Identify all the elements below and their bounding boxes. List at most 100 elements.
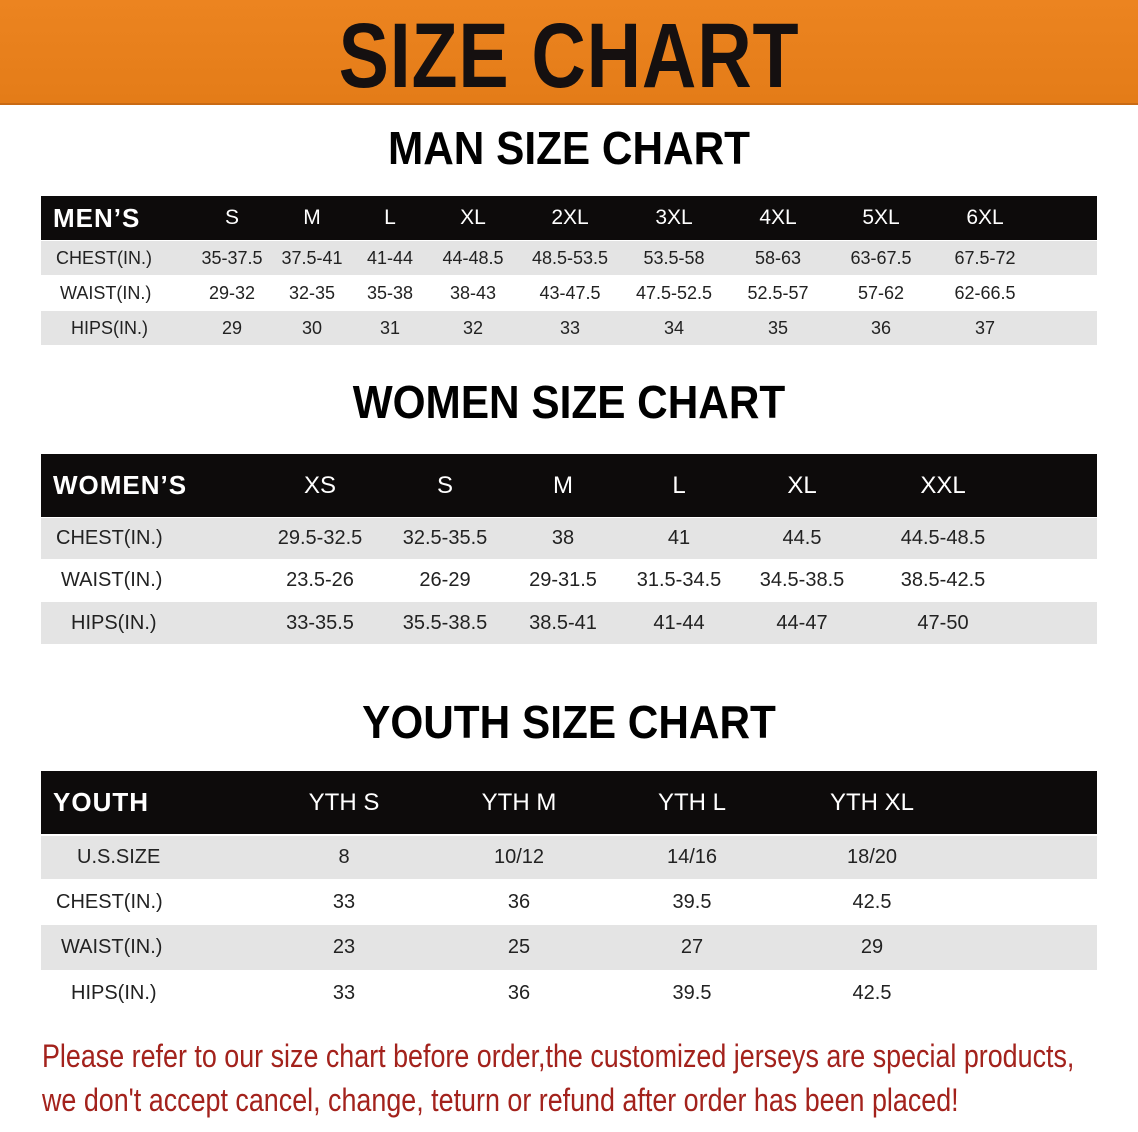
measurement-value: 29 (860, 936, 884, 958)
size-column-header: L (672, 471, 686, 499)
youth-header-label: YOUTH (53, 787, 149, 817)
notice-line-2: we don't accept cancel, change, teturn o… (42, 1082, 959, 1118)
measurement-value: 31.5-34.5 (636, 569, 722, 591)
measurement-value: 29 (221, 317, 243, 338)
measurement-value: 10/12 (493, 846, 545, 868)
size-column-header: S (224, 206, 240, 229)
measurement-value: 27 (680, 936, 704, 958)
youth-section-title: YOUTH SIZE CHART (362, 696, 776, 748)
table-row: HIPS(IN.) 33-35.5 35.5-38.5 38.5-41 41-44 44-… (41, 602, 1097, 644)
men-section-title: MAN SIZE CHART (387, 122, 751, 174)
table-row: U.S.SIZE 8 10/12 14/16 18/20 (41, 836, 1097, 879)
size-column-header: 5XL (862, 206, 900, 229)
measurement-value: 33-35.5 (286, 611, 354, 634)
measurement-value: 30 (301, 317, 323, 338)
measurement-value: 37 (974, 317, 996, 338)
table-row: HIPS(IN.) 29 30 31 32 33 34 35 36 37 (41, 311, 1097, 345)
banner-title: SIZE CHART (338, 5, 800, 107)
measurement-label: HIPS(IN.) (71, 317, 149, 338)
measurement-label: U.S.SIZE (77, 846, 161, 868)
measurement-value: 35.5-38.5 (402, 611, 488, 634)
measurement-value: 48.5-53.5 (531, 247, 609, 268)
women-header-label: WOMEN’S (53, 470, 188, 500)
measurement-value: 36 (507, 981, 531, 1004)
measurement-value: 34.5-38.5 (759, 569, 845, 591)
measurement-value: 29.5-32.5 (277, 527, 363, 549)
table-row: HIPS(IN.) 33 36 39.5 42.5 (41, 971, 1097, 1015)
measurement-value: 35-37.5 (201, 247, 263, 268)
table-row: WAIST(IN.) 23 25 27 29 (41, 925, 1097, 970)
measurement-value: 58-63 (754, 247, 802, 268)
size-column-header: XXL (920, 471, 966, 499)
size-column-header: 2XL (551, 206, 589, 229)
measurement-value: 14/16 (666, 846, 718, 868)
measurement-label: HIPS(IN.) (71, 981, 157, 1004)
measurement-label: CHEST(IN.) (56, 527, 163, 549)
measurement-value: 33 (332, 981, 356, 1004)
table-row: CHEST(IN.) 33 36 39.5 42.5 (41, 880, 1097, 924)
table-row: WAIST(IN.) 29-32 32-35 35-38 38-43 43-47.5 47.… (41, 276, 1097, 310)
size-column-header: XS (303, 471, 337, 499)
women-table-header: WOMEN’S XS S M L XL XXL (41, 454, 1097, 517)
measurement-value: 34 (663, 317, 685, 338)
notice-line-1: Please refer to our size chart before or… (42, 1038, 1075, 1074)
measurement-value: 8 (338, 846, 350, 868)
measurement-value: 37.5-41 (281, 247, 343, 268)
measurement-value: 43-47.5 (539, 282, 601, 303)
size-column-header: XL (787, 471, 817, 499)
measurement-label: HIPS(IN.) (71, 611, 157, 634)
measurement-value: 62-66.5 (954, 282, 1016, 303)
measurement-value: 41-44 (653, 611, 705, 634)
measurement-value: 41-44 (366, 247, 414, 268)
women-section-title: WOMEN SIZE CHART (352, 376, 786, 428)
measurement-value: 26-29 (419, 569, 471, 591)
measurement-value: 23 (332, 936, 356, 958)
table-row: WAIST(IN.) 23.5-26 26-29 29-31.5 31.5-34.5 34… (41, 560, 1097, 601)
banner: SIZE CHART (0, 0, 1138, 107)
measurement-value: 29-31.5 (529, 569, 597, 591)
measurement-value: 63-67.5 (850, 247, 912, 268)
size-column-header: YTH M (481, 788, 557, 816)
measurement-value: 32.5-35.5 (402, 527, 488, 549)
measurement-value: 32 (462, 317, 484, 338)
measurement-value: 33 (332, 890, 356, 913)
size-column-header: YTH L (657, 788, 727, 816)
measurement-value: 44.5 (782, 527, 822, 549)
table-row: CHEST(IN.) 35-37.5 37.5-41 41-44 44-48.5 48.5… (41, 241, 1097, 275)
measurement-value: 41 (667, 527, 691, 549)
size-column-header: YTH S (308, 788, 380, 816)
measurement-label: CHEST(IN.) (56, 890, 163, 913)
measurement-value: 42.5 (852, 890, 892, 913)
measurement-value: 18/20 (846, 846, 898, 868)
men-header-label: MEN’S (53, 202, 141, 233)
measurement-value: 38-43 (449, 282, 497, 303)
size-column-header: XL (460, 206, 486, 229)
size-column-header: 4XL (759, 206, 797, 229)
measurement-value: 44-47 (776, 611, 828, 634)
measurement-value: 47.5-52.5 (635, 282, 713, 303)
size-column-header: M (553, 471, 573, 499)
size-column-header: 6XL (966, 206, 1004, 229)
measurement-value: 29-32 (208, 282, 256, 303)
measurement-value: 32-35 (288, 282, 336, 303)
measurement-value: 35 (767, 317, 789, 338)
measurement-label: WAIST(IN.) (60, 282, 152, 303)
men-table-header: MEN’S S M L XL 2XL 3XL 4XL 5XL 6XL (41, 196, 1097, 240)
measurement-value: 42.5 (852, 981, 892, 1004)
measurement-value: 67.5-72 (954, 247, 1016, 268)
measurement-value: 38.5-41 (529, 611, 597, 634)
measurement-value: 31 (379, 317, 401, 338)
measurement-value: 39.5 (672, 890, 712, 913)
measurement-value: 23.5-26 (286, 569, 354, 591)
size-column-header: 3XL (655, 206, 693, 229)
size-column-header: L (384, 206, 396, 229)
youth-table-header: YOUTH YTH S YTH M YTH L YTH XL (41, 771, 1097, 834)
measurement-value: 57-62 (857, 282, 905, 303)
measurement-value: 39.5 (672, 981, 712, 1004)
table-row: CHEST(IN.) 29.5-32.5 32.5-35.5 38 41 44.5 44.5… (41, 518, 1097, 559)
measurement-label: CHEST(IN.) (56, 247, 152, 268)
measurement-value: 53.5-58 (643, 247, 705, 268)
measurement-label: WAIST(IN.) (61, 936, 163, 958)
measurement-value: 44-48.5 (442, 247, 504, 268)
measurement-value: 36 (870, 317, 892, 338)
